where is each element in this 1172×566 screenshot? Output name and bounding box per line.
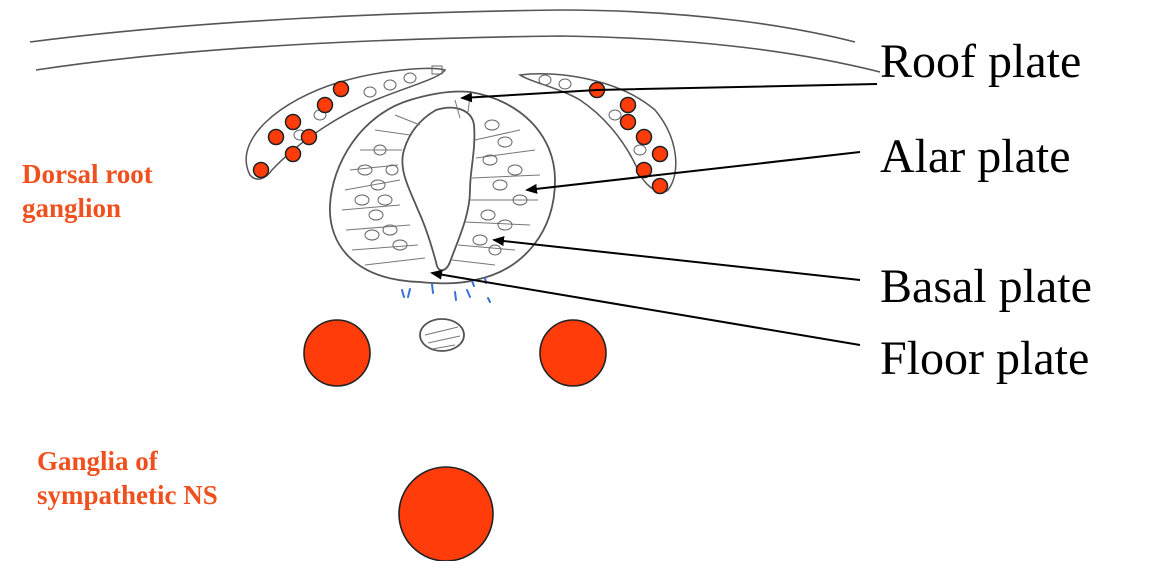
left-ganglion-outline <box>245 67 447 180</box>
roof-plate-label: Roof plate <box>880 35 1082 88</box>
dorsal-root-line2: ganglion <box>22 192 122 223</box>
left-drg-cells <box>252 80 350 179</box>
drg-cell <box>316 96 334 114</box>
sympathetic-ganglia <box>303 319 607 562</box>
notochord <box>419 318 465 352</box>
surface-ectoderm <box>29 9 881 73</box>
drg-cell <box>252 161 270 179</box>
floor-plate-label: Floor plate <box>880 332 1090 385</box>
basal-plate-arrow <box>492 236 861 281</box>
dorsal-root-line1: Dorsal root <box>22 159 153 189</box>
floor-plate-arrow <box>430 269 861 346</box>
drg-cell <box>635 128 653 146</box>
drg-cell <box>300 128 318 146</box>
alar-plate-label: Alar plate <box>880 130 1071 183</box>
drg-cell <box>332 80 350 98</box>
drg-cell <box>619 113 637 131</box>
sympathetic-line2: sympathetic NS <box>37 479 218 510</box>
leader-arrows <box>430 83 878 346</box>
sympathetic-line1: Ganglia of <box>37 446 158 476</box>
drg-cell <box>619 96 637 114</box>
sympathetic-ganglion-bottom <box>398 466 494 562</box>
drg-cell <box>284 113 302 131</box>
dorsal-root-ganglion-label: Dorsal root ganglion <box>22 158 153 226</box>
drg-cell <box>267 128 285 146</box>
alar-plate-arrow <box>525 151 861 194</box>
cell-clusters <box>293 65 647 256</box>
sympathetic-ganglion-left <box>303 319 371 387</box>
roof-plate-arrow <box>460 83 878 103</box>
sympathetic-ganglia-label: Ganglia of sympathetic NS <box>37 445 218 513</box>
neural-tube-wall <box>329 90 556 285</box>
basal-plate-label: Basal plate <box>880 260 1092 313</box>
drg-cell <box>651 177 669 195</box>
drg-cell <box>284 145 302 163</box>
right-drg-cells <box>588 81 669 195</box>
drg-cell <box>651 145 669 163</box>
sympathetic-ganglion-right <box>539 319 607 387</box>
